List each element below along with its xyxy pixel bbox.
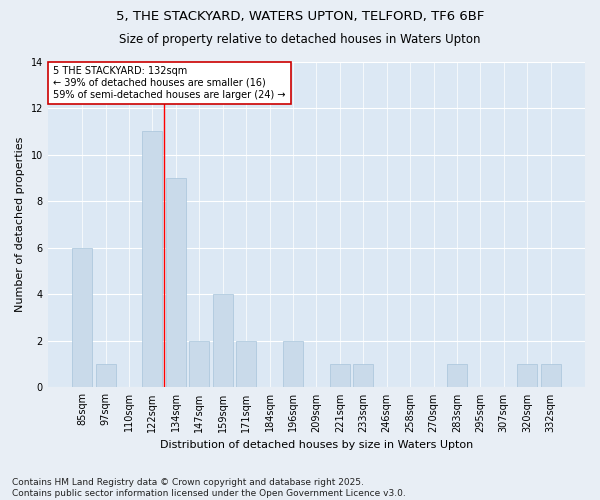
Bar [283, 341, 303, 388]
Bar [72, 248, 92, 388]
Bar [95, 364, 116, 388]
Bar [190, 341, 209, 388]
Text: Size of property relative to detached houses in Waters Upton: Size of property relative to detached ho… [119, 32, 481, 46]
Bar [541, 364, 560, 388]
Bar [213, 294, 233, 388]
Bar [330, 364, 350, 388]
Text: 5 THE STACKYARD: 132sqm
← 39% of detached houses are smaller (16)
59% of semi-de: 5 THE STACKYARD: 132sqm ← 39% of detache… [53, 66, 286, 100]
Bar [353, 364, 373, 388]
Bar [142, 132, 163, 388]
Bar [517, 364, 537, 388]
Text: Contains HM Land Registry data © Crown copyright and database right 2025.
Contai: Contains HM Land Registry data © Crown c… [12, 478, 406, 498]
Bar [166, 178, 186, 388]
Y-axis label: Number of detached properties: Number of detached properties [15, 137, 25, 312]
Bar [447, 364, 467, 388]
X-axis label: Distribution of detached houses by size in Waters Upton: Distribution of detached houses by size … [160, 440, 473, 450]
Text: 5, THE STACKYARD, WATERS UPTON, TELFORD, TF6 6BF: 5, THE STACKYARD, WATERS UPTON, TELFORD,… [116, 10, 484, 23]
Bar [236, 341, 256, 388]
